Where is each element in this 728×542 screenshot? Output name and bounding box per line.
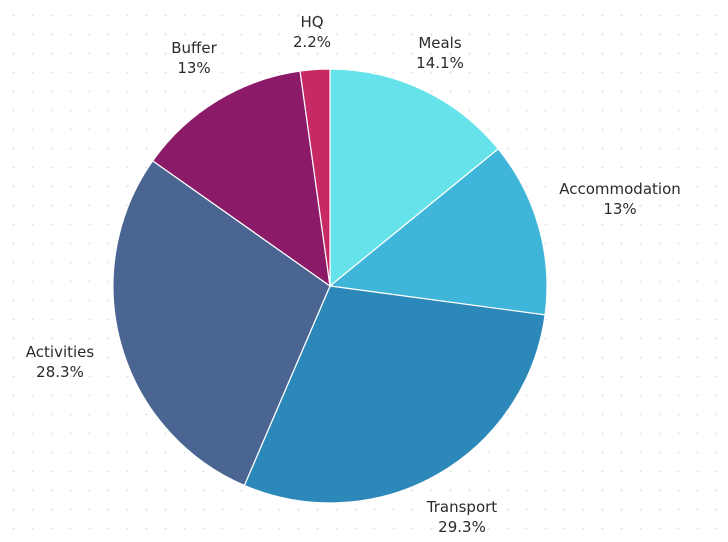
label-buffer: Buffer	[171, 39, 217, 57]
label-activities: Activities	[26, 343, 95, 361]
value-meals: 14.1%	[416, 54, 464, 72]
slice-hq	[299, 68, 331, 287]
pie-labels: Meals 14.1% Accommodation 13% Transport 29.3%…	[26, 13, 681, 536]
slice-activities	[112, 160, 331, 487]
pie-slices	[112, 68, 548, 504]
value-transport: 29.3%	[438, 518, 486, 536]
slice-meals	[329, 68, 500, 288]
value-activities: 28.3%	[36, 363, 84, 381]
slice-accommodation	[328, 148, 548, 316]
slice-buffer	[151, 70, 331, 288]
label-meals: Meals	[418, 34, 462, 52]
label-hq: HQ	[300, 13, 323, 31]
value-hq: 2.2%	[293, 33, 331, 51]
slice-transport	[243, 285, 546, 504]
value-accommodation: 13%	[603, 200, 636, 218]
label-transport: Transport	[426, 498, 498, 516]
label-accommodation: Accommodation	[559, 180, 681, 198]
value-buffer: 13%	[177, 59, 210, 77]
